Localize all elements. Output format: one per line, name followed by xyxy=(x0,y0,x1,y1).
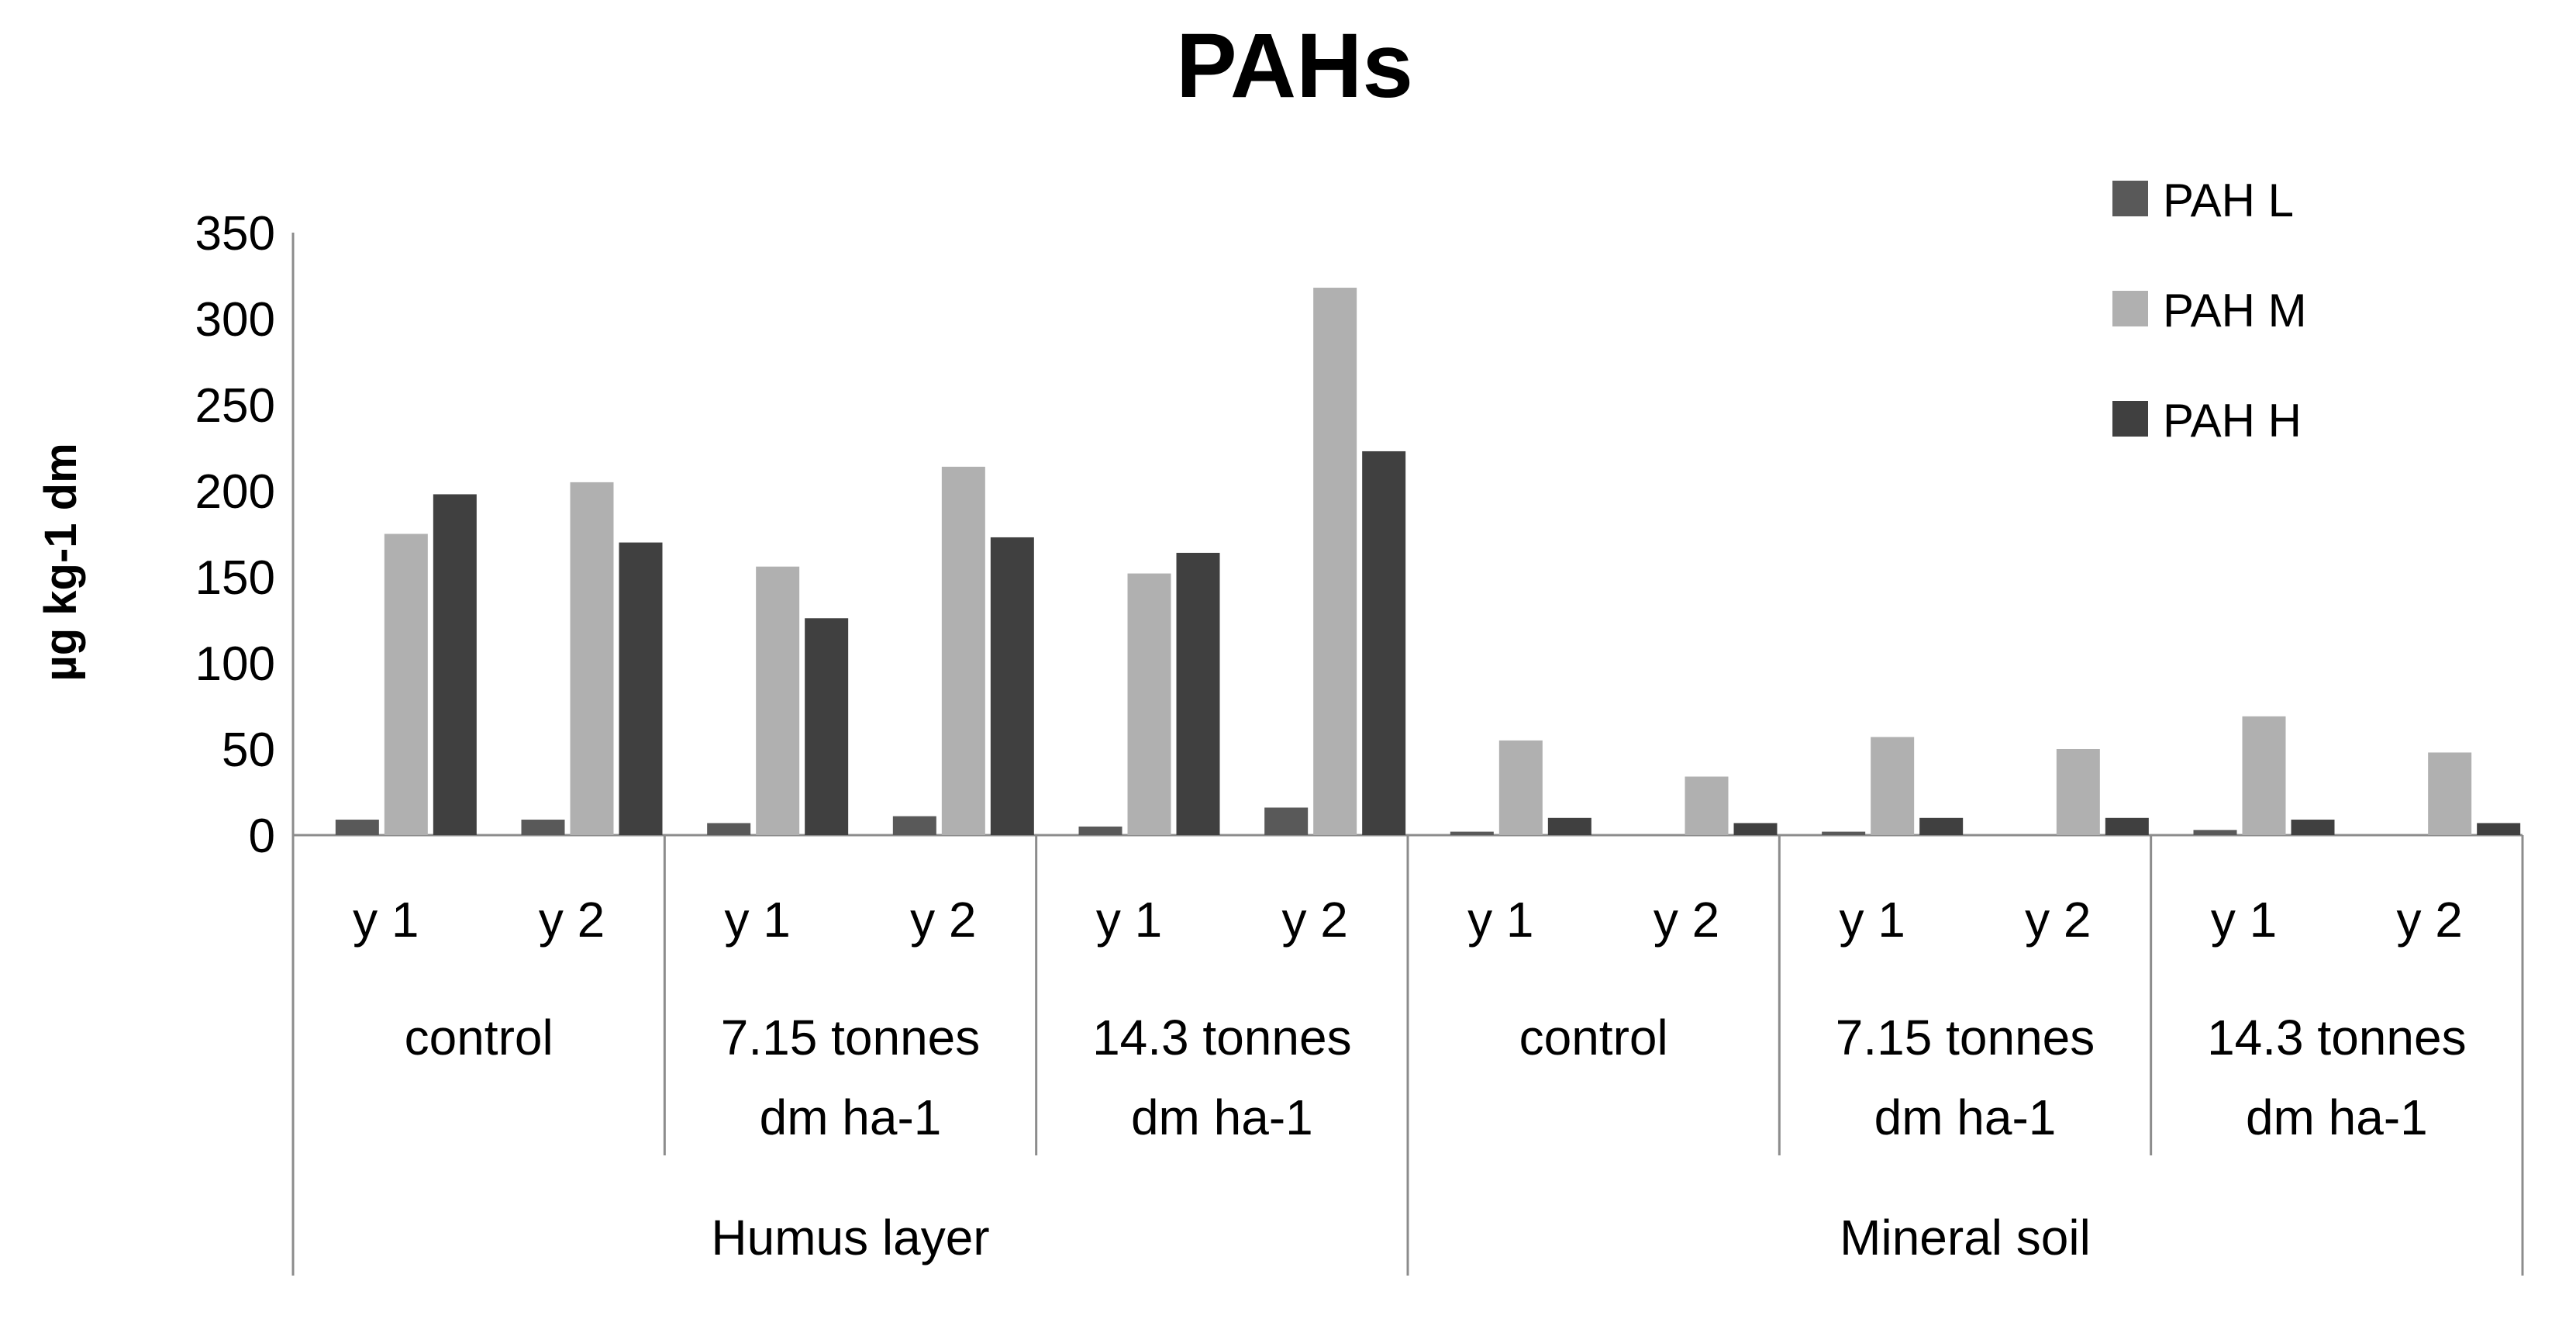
bar-pah-h xyxy=(619,542,663,835)
legend-swatch xyxy=(2112,401,2148,437)
legend-swatch xyxy=(2112,291,2148,326)
bar-pah-h xyxy=(2105,817,2149,835)
bar-pah-l xyxy=(521,820,565,835)
bar-pah-l xyxy=(1078,826,1122,835)
year-label: y 2 xyxy=(2396,892,2462,948)
bar-pah-m xyxy=(941,466,985,835)
bar-pah-m xyxy=(1871,737,1915,835)
bar-pah-h xyxy=(2291,820,2335,835)
bar-pah-l xyxy=(892,816,936,835)
bar-pah-h xyxy=(1547,817,1591,835)
category-separators xyxy=(291,835,2524,1276)
year-label: y 1 xyxy=(1096,892,1162,948)
year-label: y 1 xyxy=(2211,892,2277,948)
y-axis-label: µg kg-1 dm xyxy=(36,443,86,681)
year-label: y 2 xyxy=(1654,892,1719,948)
bar-pah-m xyxy=(2242,716,2286,835)
y-axis-ticks: 0 50 100 150 200 250 300 350 xyxy=(195,207,275,863)
year-label: y 1 xyxy=(724,892,790,948)
treatment-label: dm ha-1 xyxy=(1874,1089,2057,1145)
legend-swatch xyxy=(2112,181,2148,216)
legend: PAH L PAH M PAH H xyxy=(2112,174,2307,447)
bar-pah-l xyxy=(2193,830,2237,835)
treatment-label: 14.3 tonnes xyxy=(2207,1010,2467,1065)
bar-pah-l xyxy=(1264,807,1309,835)
bar-pah-m xyxy=(2428,752,2472,835)
treatment-label: control xyxy=(405,1010,553,1065)
year-label: y 2 xyxy=(1281,892,1347,948)
bar-pah-l xyxy=(1822,831,1866,835)
legend-label: PAH M xyxy=(2163,285,2307,337)
y-tick-label: 250 xyxy=(195,379,275,433)
y-tick-label: 0 xyxy=(249,810,275,863)
bar-pah-m xyxy=(1313,288,1357,835)
bar-pah-l xyxy=(335,820,379,835)
bar-pah-h xyxy=(1919,817,1964,835)
chart-title: PAHs xyxy=(1176,15,1413,117)
bar-pah-m xyxy=(1685,776,1729,835)
bar-pah-h xyxy=(1362,451,1406,835)
year-label: y 1 xyxy=(353,892,419,948)
bars xyxy=(335,288,2521,835)
treatment-label: control xyxy=(1519,1010,1668,1065)
bar-pah-h xyxy=(990,537,1034,835)
bar-pah-h xyxy=(1733,823,1778,835)
year-label: y 1 xyxy=(1467,892,1533,948)
treatment-label: 7.15 tonnes xyxy=(721,1010,981,1065)
y-tick-label: 50 xyxy=(222,723,275,777)
treatment-label: 14.3 tonnes xyxy=(1092,1010,1352,1065)
year-label: y 1 xyxy=(1839,892,1905,948)
bar-pah-m xyxy=(1127,573,1171,835)
y-tick-label: 350 xyxy=(195,207,275,261)
y-tick-label: 200 xyxy=(195,465,275,519)
layer-label: Humus layer xyxy=(711,1210,989,1265)
layer-label: Mineral soil xyxy=(1840,1210,2091,1265)
bar-pah-h xyxy=(1176,552,1220,835)
legend-label: PAH L xyxy=(2163,174,2294,226)
bar-pah-m xyxy=(570,482,614,835)
bar-pah-m xyxy=(2056,749,2100,835)
x-axis-category-labels: y 1 y 2 y 1 y 2 y 1 y 2 y 1 y 2 y 1 y 2 y 1 y 2 cont… xyxy=(353,892,2466,1265)
year-label: y 2 xyxy=(2025,892,2091,948)
y-tick-label: 100 xyxy=(195,637,275,691)
legend-label: PAH H xyxy=(2163,395,2302,447)
treatment-label: dm ha-1 xyxy=(2246,1089,2428,1145)
bar-pah-l xyxy=(1450,831,1494,835)
bar-pah-h xyxy=(433,494,477,835)
year-label: y 2 xyxy=(539,892,605,948)
y-tick-label: 300 xyxy=(195,293,275,347)
treatment-label: dm ha-1 xyxy=(1131,1089,1313,1145)
year-label: y 2 xyxy=(910,892,976,948)
y-tick-label: 150 xyxy=(195,551,275,605)
bar-pah-m xyxy=(756,566,800,835)
bar-pah-h xyxy=(2477,823,2521,835)
bar-pah-m xyxy=(1498,740,1543,835)
bar-pah-h xyxy=(805,618,849,835)
treatment-label: 7.15 tonnes xyxy=(1836,1010,2095,1065)
bar-pah-l xyxy=(707,823,751,835)
treatment-label: dm ha-1 xyxy=(760,1089,942,1145)
bar-pah-m xyxy=(384,533,428,835)
